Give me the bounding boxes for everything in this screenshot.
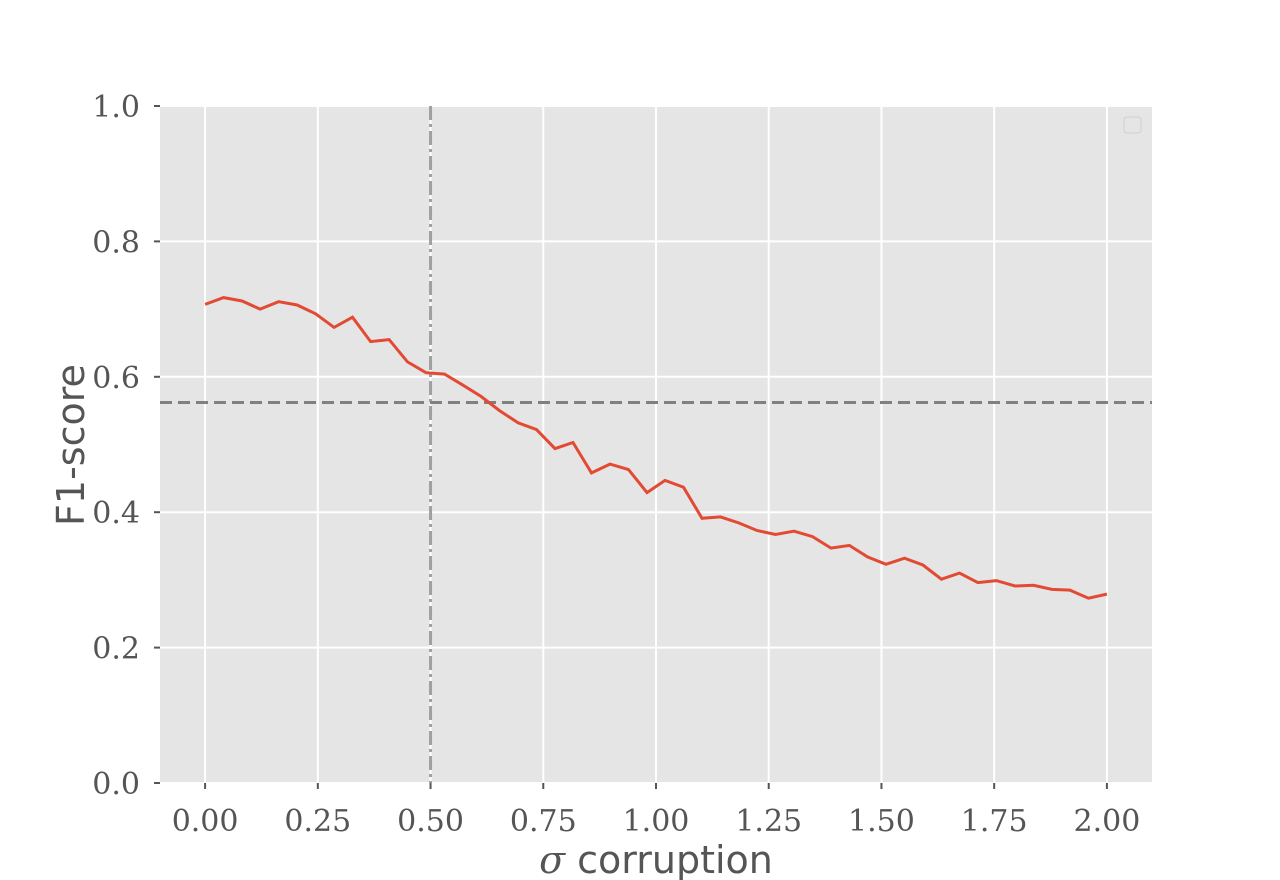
y-axis-label: F1-score xyxy=(49,364,93,526)
y-tick-label: 1.0 xyxy=(92,90,140,125)
x-axis-label-symbol: σ xyxy=(539,838,566,880)
y-tick-label: 0.0 xyxy=(92,767,140,802)
series-line xyxy=(204,296,1108,600)
x-tick-label: 1.50 xyxy=(848,804,915,839)
x-tick-label: 0.25 xyxy=(284,804,351,839)
x-tick-label: 1.75 xyxy=(961,804,1028,839)
axis-ticks: 0.00 0.25 0.50 0.75 1.00 1.25 1.50 1.75 2.00 0.0 0… xyxy=(92,90,1140,839)
y-tick-label: 0.6 xyxy=(92,361,140,396)
x-tick-label: 1.00 xyxy=(623,804,690,839)
x-tick-label: 0.00 xyxy=(172,804,239,839)
x-tick-label: 1.25 xyxy=(735,804,802,839)
x-tick-label: 0.50 xyxy=(397,804,464,839)
x-tick-label: 2.00 xyxy=(1074,804,1141,839)
x-tick-label: 0.75 xyxy=(510,804,577,839)
x-axis-label-text: corruption xyxy=(565,838,773,880)
legend-box xyxy=(1123,116,1142,134)
y-tick-label: 0.2 xyxy=(92,632,140,667)
y-tick-label: 0.4 xyxy=(92,496,140,531)
x-axis-label: σ corruption xyxy=(539,838,773,880)
y-tick-label: 0.8 xyxy=(92,225,140,260)
